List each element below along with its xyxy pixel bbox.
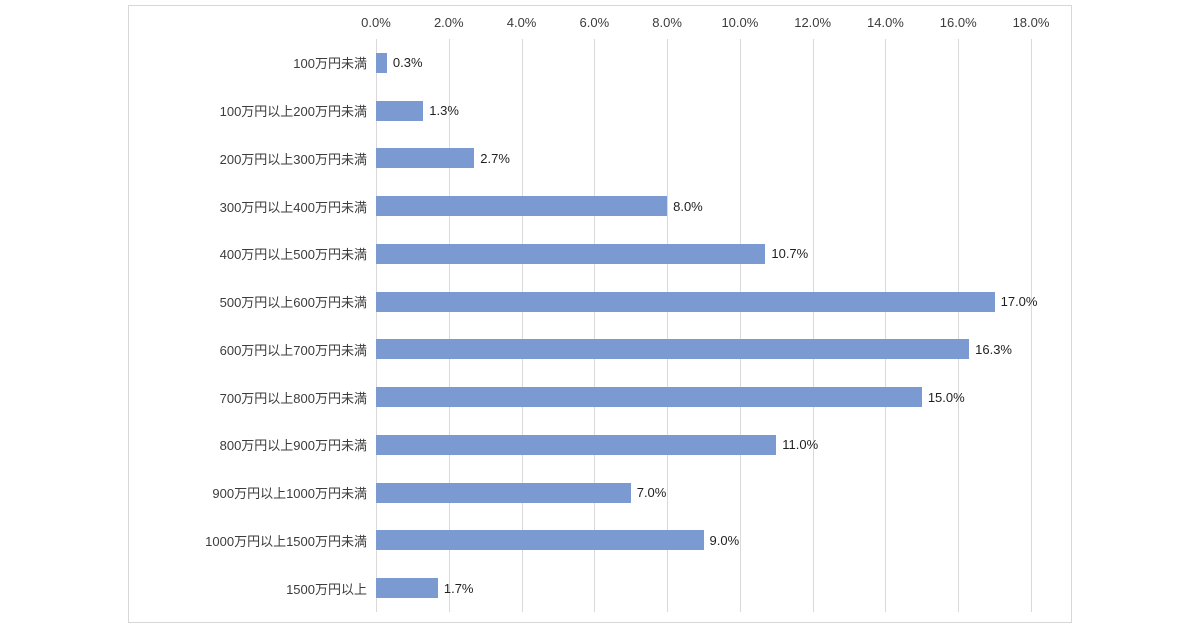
bar-row: 1000万円以上1500万円未満 9.0% (129, 517, 1071, 565)
x-tick-label: 10.0% (721, 15, 759, 30)
x-tick-label: 14.0% (867, 15, 904, 30)
bar (376, 52, 387, 73)
gridline (885, 39, 887, 612)
value-label: 16.3% (975, 341, 1012, 357)
bar-row: 500万円以上600万円未満 17.0% (129, 278, 1071, 326)
category-label: 600万円以上700万円未満 (219, 342, 367, 358)
bar-row: 1500万円以上 1.7% (129, 564, 1071, 612)
category-label: 500万円以上600万円未満 (219, 295, 367, 311)
value-label: 7.0% (636, 485, 667, 501)
category-label: 100万円以上200万円未満 (219, 104, 367, 120)
bar-rows: 100万円未満 0.3% 100万円以上200万円未満 1.3% 200万円以上300万… (129, 39, 1071, 612)
bar-row: 700万円以上800万円未満 15.0% (129, 373, 1071, 421)
gridline (521, 39, 523, 612)
value-label: 9.0% (709, 532, 740, 548)
x-tick-label: 0.0% (361, 15, 391, 30)
bar-row: 800万円以上900万円未満 11.0% (129, 421, 1071, 469)
category-label: 200万円以上300万円未満 (219, 151, 367, 167)
value-label: 17.0% (1000, 294, 1038, 310)
plot-area (376, 39, 1032, 612)
category-label: 1500万円以上 (286, 581, 367, 597)
bar-track: 9.0% (376, 530, 1031, 551)
bar-track: 17.0% (376, 291, 1037, 312)
gridline (667, 39, 669, 612)
x-tick-label: 16.0% (939, 15, 977, 30)
x-tick-label: 18.0% (1012, 15, 1050, 30)
bar-track: 15.0% (376, 387, 1031, 408)
x-axis: 0.0% 2.0% 4.0% 6.0% 8.0% 10.0% 12.0% 14.0% 16.0%… (361, 15, 1049, 31)
gridline (376, 39, 377, 612)
category-label: 800万円以上900万円未満 (219, 438, 367, 454)
value-label: 2.7% (480, 150, 510, 166)
gridline (1031, 39, 1032, 612)
bar-track: 11.0% (376, 434, 1031, 455)
bar-row: 100万円未満 0.3% (129, 39, 1071, 87)
bar-track: 7.0% (376, 482, 1031, 503)
bar-row: 100万円以上200万円未満 1.3% (129, 87, 1071, 135)
value-label: 1.7% (443, 580, 474, 596)
bar (376, 291, 995, 312)
x-tick-label: 4.0% (506, 15, 537, 30)
bar (376, 387, 922, 408)
x-tick-label: 12.0% (794, 15, 832, 30)
gridline (594, 39, 596, 612)
gridline (958, 39, 960, 612)
bar-row: 200万円以上300万円未満 2.7% (129, 135, 1071, 183)
category-label: 900万円以上1000万円未満 (212, 486, 367, 502)
bar-row: 400万円以上500万円未満 10.7% (129, 230, 1071, 278)
gridline (448, 39, 450, 612)
x-tick-label: 6.0% (579, 15, 610, 30)
bar-track: 8.0% (376, 196, 1031, 217)
bar-track: 1.7% (376, 578, 1031, 599)
value-label: 11.0% (782, 437, 819, 453)
gridline (812, 39, 814, 612)
bar-row: 300万円以上400万円未満 8.0% (129, 182, 1071, 230)
value-label: 0.3% (392, 55, 423, 71)
bar (376, 148, 475, 169)
bar-row: 600万円以上700万円未満 16.3% (129, 326, 1071, 374)
bar (376, 482, 631, 503)
bar-track: 0.3% (376, 52, 1031, 73)
value-label: 10.7% (771, 246, 809, 262)
category-label: 300万円以上400万円未満 (219, 199, 367, 215)
value-label: 8.0% (673, 198, 703, 214)
bar (376, 530, 704, 551)
bar-track: 10.7% (376, 243, 1031, 264)
gridline (739, 39, 741, 612)
value-label: 1.3% (429, 103, 459, 119)
value-label: 15.0% (927, 389, 965, 405)
category-label: 1000万円以上1500万円未満 (205, 533, 367, 549)
bar-track: 2.7% (376, 148, 1031, 169)
bar (376, 434, 777, 455)
bar-track: 1.3% (376, 100, 1031, 121)
bar (376, 100, 424, 121)
category-label: 100万円未満 (293, 56, 367, 72)
bar (376, 578, 438, 599)
bar (376, 243, 766, 264)
bar-row: 900万円以上1000万円未満 7.0% (129, 469, 1071, 517)
x-tick-label: 8.0% (652, 15, 682, 30)
category-label: 400万円以上500万円未満 (219, 247, 367, 263)
category-label: 700万円以上800万円未満 (219, 390, 367, 406)
chart-frame: 0.0% 2.0% 4.0% 6.0% 8.0% 10.0% 12.0% 14.0% 16.0%… (128, 5, 1072, 623)
x-tick-label: 2.0% (433, 15, 464, 30)
bar (376, 196, 668, 217)
bar-track: 16.3% (376, 339, 1031, 360)
bar (376, 339, 970, 360)
